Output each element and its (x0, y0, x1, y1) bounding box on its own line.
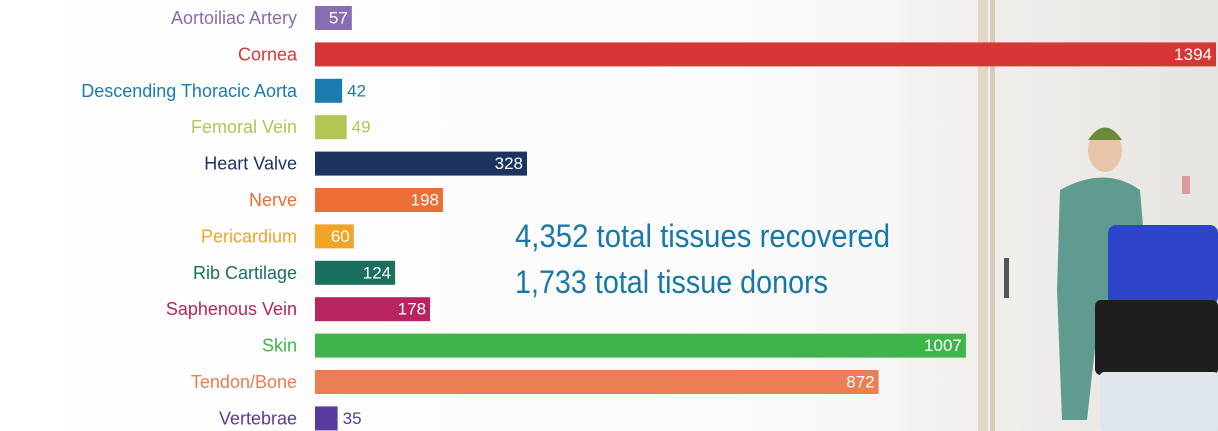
value-label: 1394 (1174, 45, 1212, 64)
value-label: 60 (331, 227, 350, 246)
value-label: 49 (352, 118, 371, 137)
value-label: 57 (329, 9, 348, 28)
annotation: 4,352 total tissues recovered (515, 218, 890, 254)
category-label: Rib Cartilage (193, 263, 297, 283)
category-label: Aortoiliac Artery (171, 8, 297, 28)
category-label: Nerve (249, 190, 297, 210)
bar (315, 115, 347, 139)
category-label: Tendon/Bone (191, 372, 297, 392)
category-label: Heart Valve (204, 154, 297, 174)
value-label: 872 (846, 373, 874, 392)
bar (315, 79, 342, 103)
bar (315, 406, 338, 430)
value-label: 42 (347, 81, 366, 100)
category-label: Saphenous Vein (166, 299, 297, 319)
value-label: 35 (343, 409, 362, 428)
value-label: 178 (398, 300, 426, 319)
category-label: Pericardium (201, 226, 297, 246)
category-label: Descending Thoracic Aorta (81, 81, 298, 101)
value-label: 124 (363, 263, 391, 282)
category-label: Vertebrae (219, 408, 297, 428)
bar (315, 42, 1216, 66)
value-label: 1007 (924, 336, 962, 355)
category-label: Skin (262, 336, 297, 356)
category-label: Femoral Vein (191, 117, 297, 137)
value-label: 198 (411, 191, 439, 210)
bar (315, 370, 879, 394)
value-label: 328 (495, 154, 523, 173)
bar (315, 334, 966, 358)
category-label: Cornea (238, 44, 298, 64)
annotation: 1,733 total tissue donors (515, 264, 828, 300)
chart: Aortoiliac Artery 57 Cornea 1394 Descending … (0, 0, 1218, 431)
